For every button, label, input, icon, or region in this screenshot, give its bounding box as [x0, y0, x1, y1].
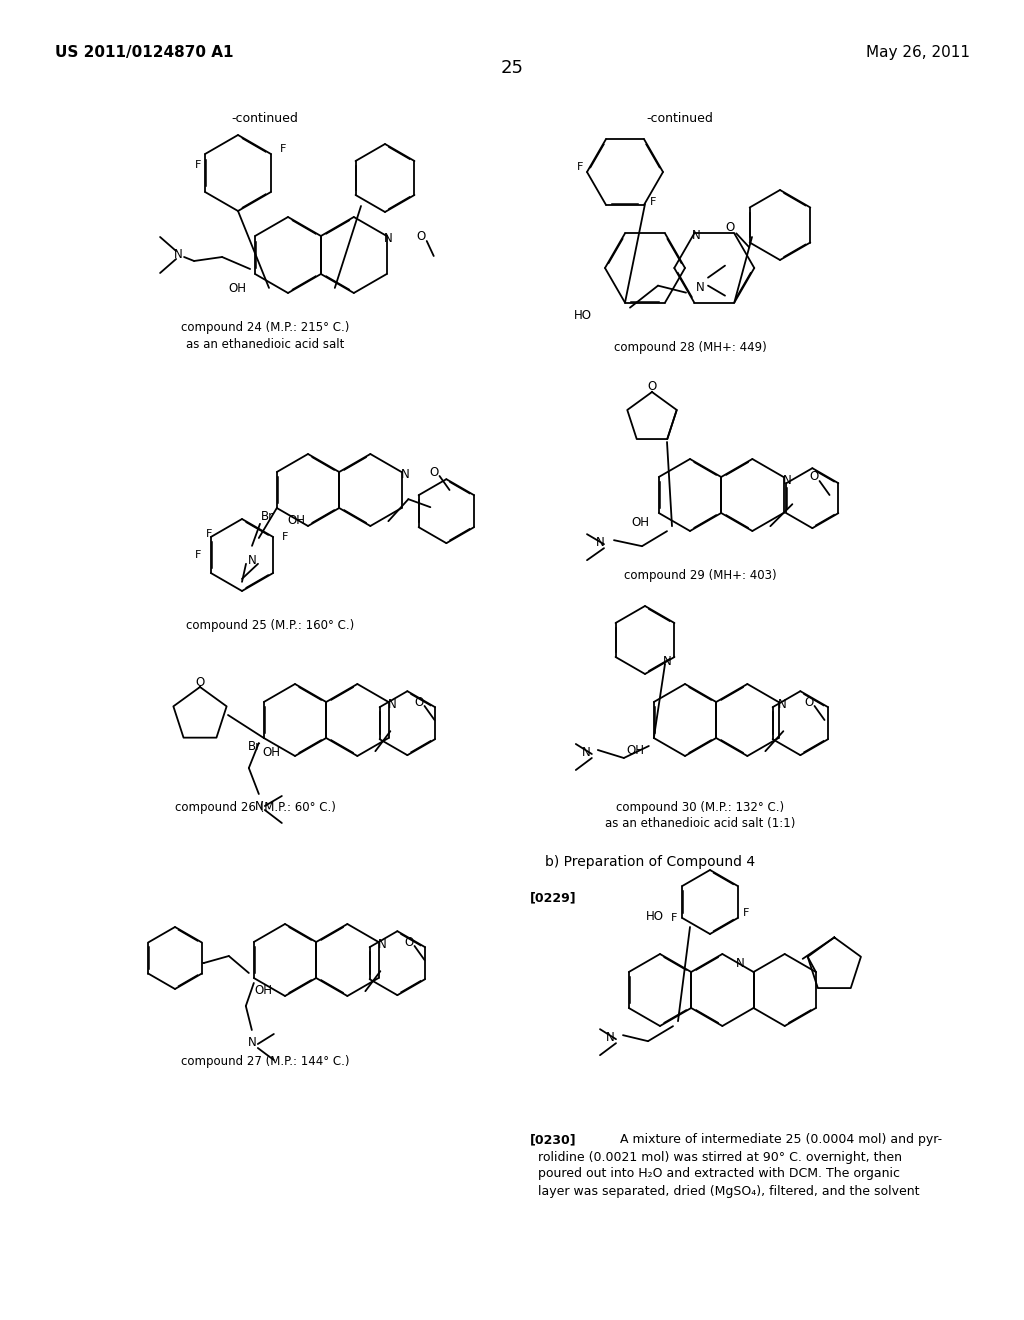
Text: rolidine (0.0021 mol) was stirred at 90° C. overnight, then: rolidine (0.0021 mol) was stirred at 90°…: [538, 1151, 902, 1163]
Text: compound 26 (M.P.: 60° C.): compound 26 (M.P.: 60° C.): [174, 801, 336, 814]
Text: -continued: -continued: [646, 111, 714, 124]
Text: OH: OH: [288, 513, 306, 527]
Text: F: F: [282, 532, 289, 543]
Text: layer was separated, dried (MgSO₄), filtered, and the solvent: layer was separated, dried (MgSO₄), filt…: [538, 1184, 920, 1197]
Text: compound 30 (M.P.: 132° C.): compound 30 (M.P.: 132° C.): [616, 801, 784, 814]
Text: O: O: [804, 696, 813, 709]
Text: O: O: [416, 230, 425, 243]
Text: N: N: [248, 1035, 256, 1048]
Text: N: N: [736, 957, 744, 970]
Text: N: N: [582, 746, 590, 759]
Text: N: N: [783, 474, 792, 487]
Text: N: N: [254, 800, 263, 813]
Text: N: N: [778, 698, 786, 711]
Text: O: O: [414, 696, 423, 709]
Text: Br: Br: [248, 739, 261, 752]
Text: O: O: [403, 936, 413, 949]
Text: compound 29 (MH+: 403): compound 29 (MH+: 403): [624, 569, 776, 582]
Text: OH: OH: [263, 746, 281, 759]
Text: N: N: [174, 248, 182, 261]
Text: F: F: [195, 550, 201, 560]
Text: poured out into H₂O and extracted with DCM. The organic: poured out into H₂O and extracted with D…: [538, 1167, 900, 1180]
Text: N: N: [605, 1031, 614, 1044]
Text: OH: OH: [255, 983, 272, 997]
Text: F: F: [206, 529, 212, 539]
Text: US 2011/0124870 A1: US 2011/0124870 A1: [55, 45, 233, 59]
Text: N: N: [378, 939, 387, 952]
Text: N: N: [695, 281, 705, 294]
Text: [0229]: [0229]: [530, 891, 577, 904]
Text: -continued: -continued: [231, 111, 298, 124]
Text: HO: HO: [646, 911, 664, 924]
Text: N: N: [596, 536, 604, 549]
Text: compound 27 (M.P.: 144° C.): compound 27 (M.P.: 144° C.): [181, 1056, 349, 1068]
Text: 25: 25: [501, 59, 523, 77]
Text: O: O: [726, 220, 735, 234]
Text: May 26, 2011: May 26, 2011: [866, 45, 970, 59]
Text: F: F: [671, 913, 678, 923]
Text: [0230]: [0230]: [530, 1134, 577, 1147]
Text: OH: OH: [228, 281, 246, 294]
Text: N: N: [384, 232, 393, 246]
Text: F: F: [650, 197, 656, 207]
Text: A mixture of intermediate 25 (0.0004 mol) and pyr-: A mixture of intermediate 25 (0.0004 mol…: [620, 1134, 942, 1147]
Text: N: N: [388, 698, 397, 711]
Text: F: F: [577, 162, 584, 172]
Text: N: N: [248, 554, 256, 568]
Text: as an ethanedioic acid salt: as an ethanedioic acid salt: [185, 338, 344, 351]
Text: O: O: [809, 470, 818, 483]
Text: as an ethanedioic acid salt (1:1): as an ethanedioic acid salt (1:1): [605, 817, 796, 830]
Text: compound 25 (M.P.: 160° C.): compound 25 (M.P.: 160° C.): [186, 619, 354, 632]
Text: compound 24 (M.P.: 215° C.): compound 24 (M.P.: 215° C.): [181, 322, 349, 334]
Text: N: N: [692, 228, 700, 242]
Text: O: O: [196, 676, 205, 689]
Text: O: O: [647, 380, 656, 393]
Text: N: N: [401, 469, 410, 482]
Text: O: O: [429, 466, 438, 479]
Text: F: F: [742, 908, 749, 917]
Text: b) Preparation of Compound 4: b) Preparation of Compound 4: [545, 855, 755, 869]
Text: compound 28 (MH+: 449): compound 28 (MH+: 449): [613, 342, 766, 355]
Text: OH: OH: [632, 516, 650, 529]
Text: Br: Br: [261, 510, 274, 523]
Text: F: F: [195, 160, 201, 170]
Text: HO: HO: [574, 309, 592, 322]
Text: N: N: [663, 655, 672, 668]
Text: F: F: [280, 144, 286, 154]
Text: OH: OH: [627, 743, 645, 756]
